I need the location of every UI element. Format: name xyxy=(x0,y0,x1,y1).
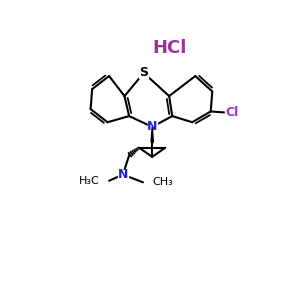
Polygon shape xyxy=(151,127,153,142)
Text: S: S xyxy=(139,67,148,80)
Text: HCl: HCl xyxy=(152,38,186,56)
Bar xyxy=(148,122,157,131)
Bar xyxy=(118,170,128,179)
Text: N: N xyxy=(118,168,128,181)
Text: CH₃: CH₃ xyxy=(152,177,173,187)
Text: H₃C: H₃C xyxy=(79,176,100,186)
Bar xyxy=(225,108,239,118)
Text: N: N xyxy=(147,120,158,134)
Bar xyxy=(139,68,148,78)
Text: Cl: Cl xyxy=(226,106,239,119)
